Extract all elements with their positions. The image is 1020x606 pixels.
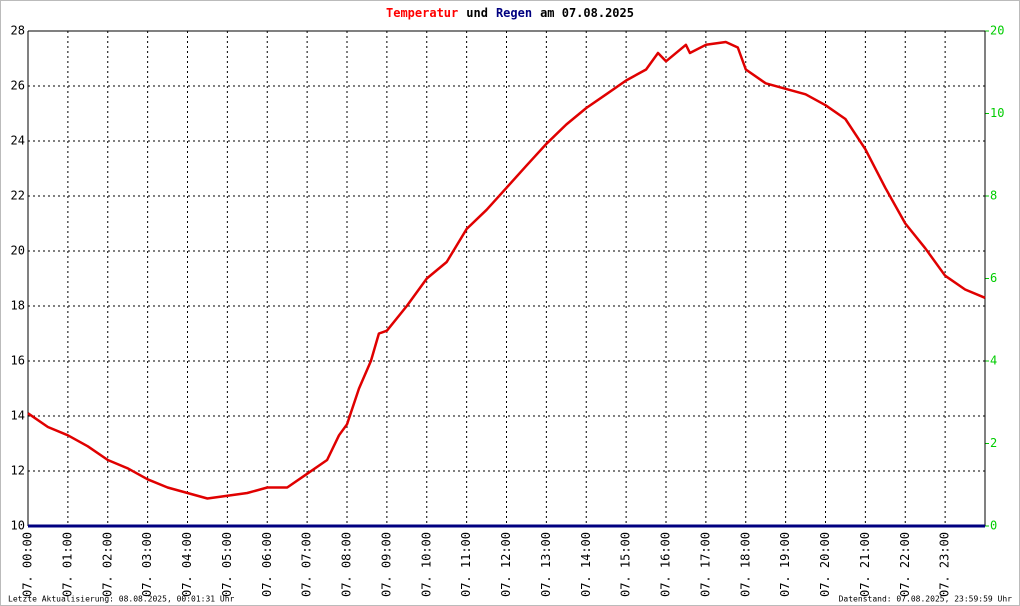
x-tick-label: 07. 04:00 [180,532,194,597]
footer-left: Letzte Aktualisierung: 08.08.2025, 00:01… [8,595,235,604]
y-tick-label: 22 [11,189,25,203]
title-part: und [466,6,488,20]
x-tick-label: 07. 13:00 [539,532,553,597]
y2-tick-label: 0 [990,519,997,533]
title-part: Temperatur [386,6,458,20]
title-part: Regen [496,6,532,20]
chart-title: Temperatur und Regen am 07.08.2025 [386,6,634,20]
x-tick-label: 07. 14:00 [579,532,593,597]
x-tick-label: 07. 16:00 [659,532,673,597]
x-tick-label: 07. 12:00 [499,532,513,597]
x-tick-label: 07. 08:00 [340,532,354,597]
y2-tick-label: 6 [990,271,997,285]
x-tick-label: 07. 00:00 [21,532,35,597]
title-part: am 07.08.2025 [540,6,634,20]
x-tick-label: 07. 03:00 [140,532,154,597]
y2-tick-label: 10 [990,106,1004,120]
y2-tick-label: 20 [990,24,1004,38]
y-tick-label: 28 [11,24,25,38]
x-tick-label: 07. 17:00 [698,532,712,597]
y-tick-label: 12 [11,464,25,478]
x-tick-label: 07. 11:00 [459,532,473,597]
x-tick-label: 07. 20:00 [818,532,832,597]
y-tick-label: 24 [11,134,25,148]
y2-tick-label: 2 [990,436,997,450]
y-tick-label: 14 [11,409,25,423]
y-tick-label: 20 [11,244,25,258]
x-tick-label: 07. 23:00 [938,532,952,597]
x-tick-label: 07. 01:00 [60,532,74,597]
footer-right: Datenstand: 07.08.2025, 23:59:59 Uhr [839,595,1013,604]
y2-tick-label: 8 [990,189,997,203]
y-tick-label: 18 [11,299,25,313]
x-tick-label: 07. 06:00 [260,532,274,597]
series-line [27,40,986,500]
y-tick-label: 16 [11,354,25,368]
x-tick-label: 07. 22:00 [898,532,912,597]
x-tick-label: 07. 05:00 [220,532,234,597]
x-tick-label: 07. 21:00 [858,532,872,597]
y2-tick-label: 4 [990,354,997,368]
x-tick-label: 07. 18:00 [738,532,752,597]
y-tick-label: 10 [11,519,25,533]
x-tick-label: 07. 15:00 [619,532,633,597]
x-tick-label: 07. 07:00 [300,532,314,597]
y-tick-label: 26 [11,79,25,93]
x-tick-label: 07. 19:00 [778,532,792,597]
x-tick-label: 07. 09:00 [379,532,393,597]
x-tick-label: 07. 02:00 [100,532,114,597]
x-tick-label: 07. 10:00 [419,532,433,597]
